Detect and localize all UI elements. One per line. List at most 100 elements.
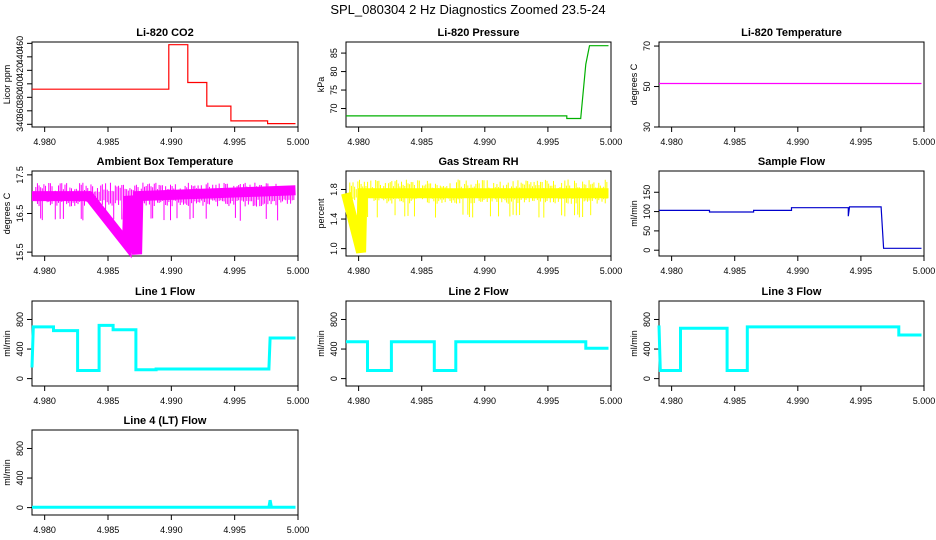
chart-3-xtick-label: 4.985	[723, 137, 746, 147]
chart-6-ytick-label: 0	[642, 248, 652, 253]
chart-7: Line 1 Flow ml/min 4.980 4.985 4.990 4.995 5.0…	[2, 286, 309, 406]
chart-1-xtick-label: 4.980	[33, 137, 56, 147]
chart-4-frame	[31, 170, 299, 257]
chart-9-xtick-label: 4.980	[660, 396, 683, 406]
chart-4-xtick-label: 4.990	[160, 266, 183, 276]
chart-8-ytick-label: 800	[329, 312, 339, 327]
chart-1-series-line	[32, 44, 296, 125]
chart-5-title: Gas Stream RH	[438, 156, 518, 168]
chart-4-xtick-label: 5.000	[287, 266, 310, 276]
figure-title: SPL_080304 2 Hz Diagnostics Zoomed 23.5-…	[330, 2, 606, 17]
chart-7-ytick-label: 400	[15, 342, 25, 357]
chart-6-title: Sample Flow	[758, 156, 826, 168]
chart-1-ytick-label: 440	[15, 49, 25, 64]
chart-9-xtick-label: 4.995	[850, 396, 873, 406]
chart-5-ytick-label: 1.0	[329, 242, 339, 255]
chart-10-xtick-label: 5.000	[287, 525, 310, 535]
chart-4-ytick-label: 15.5	[15, 243, 25, 261]
chart-4-xtick-label: 4.985	[97, 266, 120, 276]
chart-10-ytick-label: 400	[15, 471, 25, 486]
chart-10-frame	[31, 429, 299, 516]
chart-5-series-line	[341, 188, 609, 254]
chart-2-xtick-label: 4.990	[474, 137, 497, 147]
chart-2-frame	[345, 41, 612, 128]
chart-9-ytick-label: 800	[642, 312, 652, 327]
chart-2: Li-820 Pressure kPa 4.980 4.985 4.990 4.995 5.…	[316, 27, 622, 147]
chart-2-ytick-label: 75	[329, 85, 339, 95]
chart-4-ytick-label: 17.5	[15, 166, 25, 184]
chart-7-ylabel: ml/min	[2, 330, 12, 357]
chart-8-ytick-label: 400	[329, 342, 339, 357]
chart-10: Line 4 (LT) Flow ml/min 4.980 4.985 4.990 4.9…	[2, 415, 309, 535]
chart-8: Line 2 Flow ml/min 4.980 4.985 4.990 4.995 5.0…	[316, 286, 622, 406]
chart-1-ytick-label: 460	[15, 36, 25, 51]
chart-2-title: Li-820 Pressure	[438, 27, 520, 39]
chart-2-ytick-label: 80	[329, 67, 339, 77]
chart-1-xtick-label: 4.985	[97, 137, 120, 147]
chart-3-ytick-label: 70	[642, 41, 652, 51]
chart-7-ytick-label: 0	[15, 376, 25, 381]
chart-10-xtick-label: 4.990	[160, 525, 183, 535]
chart-2-xtick-label: 4.985	[410, 137, 433, 147]
chart-5-xtick-label: 4.985	[410, 266, 433, 276]
chart-1-ylabel: Licor ppm	[2, 65, 12, 105]
chart-3: Li-820 Temperature degrees C 4.980 4.985 4.9…	[629, 27, 935, 147]
chart-9-xtick-label: 4.990	[787, 396, 810, 406]
chart-1-ytick-label: 420	[15, 63, 25, 78]
chart-2-series-line	[346, 45, 609, 120]
chart-8-xtick-label: 4.980	[347, 396, 370, 406]
chart-8-xtick-label: 5.000	[600, 396, 623, 406]
chart-4-xtick-label: 4.995	[223, 266, 246, 276]
chart-1-title: Li-820 CO2	[136, 27, 193, 39]
chart-10-ytick-label: 800	[15, 441, 25, 456]
chart-7-xtick-label: 4.990	[160, 396, 183, 406]
chart-5-frame	[345, 170, 612, 257]
chart-6-ylabel: ml/min	[629, 200, 639, 227]
chart-8-xtick-label: 4.995	[537, 396, 560, 406]
chart-8-series-line	[346, 340, 609, 372]
chart-5-ytick-label: 1.4	[329, 213, 339, 226]
chart-6-xtick-label: 4.985	[723, 266, 746, 276]
chart-3-ylabel: degrees C	[629, 63, 639, 105]
chart-7-series-line	[30, 323, 296, 372]
chart-1-xtick-label: 5.000	[287, 137, 310, 147]
chart-4: Ambient Box Temperature degrees C 4.980 4.9…	[2, 156, 309, 276]
chart-3-frame	[658, 41, 925, 128]
chart-3-xtick-label: 4.980	[660, 137, 683, 147]
chart-4-ylabel: degrees C	[2, 192, 12, 234]
chart-9-title: Line 3 Flow	[762, 286, 822, 298]
chart-3-xtick-label: 5.000	[913, 137, 936, 147]
chart-3-ytick-label: 30	[642, 122, 652, 132]
chart-4-xtick-label: 4.980	[33, 266, 56, 276]
chart-8-ylabel: ml/min	[316, 330, 326, 357]
chart-6-ytick-label: 50	[642, 226, 652, 236]
chart-10-xtick-label: 4.985	[97, 525, 120, 535]
chart-1: Li-820 CO2 Licor ppm 4.980 4.985 4.990 4.995 5…	[2, 27, 309, 147]
chart-7-frame	[31, 300, 299, 387]
chart-2-xtick-label: 5.000	[600, 137, 623, 147]
chart-6-xtick-label: 4.995	[850, 266, 873, 276]
chart-7-title: Line 1 Flow	[135, 286, 195, 298]
chart-6-frame	[658, 170, 925, 257]
chart-7-xtick-label: 4.980	[33, 396, 56, 406]
chart-6-xtick-label: 4.980	[660, 266, 683, 276]
chart-8-xtick-label: 4.990	[474, 396, 497, 406]
chart-6-ytick-label: 150	[642, 185, 652, 200]
chart-2-ylabel: kPa	[316, 77, 326, 93]
chart-8-ytick-label: 0	[329, 376, 339, 381]
chart-1-frame	[31, 41, 299, 128]
chart-1-xtick-label: 4.995	[223, 137, 246, 147]
chart-9-frame	[658, 300, 925, 387]
chart-8-title: Line 2 Flow	[449, 286, 509, 298]
chart-1-ytick-label: 400	[15, 76, 25, 91]
chart-2-xtick-label: 4.980	[347, 137, 370, 147]
chart-5-xtick-label: 4.995	[537, 266, 560, 276]
chart-9-ylabel: ml/min	[629, 330, 639, 357]
chart-5-xtick-label: 4.980	[347, 266, 370, 276]
chart-9: Line 3 Flow ml/min 4.980 4.985 4.990 4.995 5.0…	[629, 286, 935, 406]
chart-2-ytick-label: 85	[329, 48, 339, 58]
chart-3-xtick-label: 4.995	[850, 137, 873, 147]
chart-9-ytick-label: 400	[642, 342, 652, 357]
chart-2-xtick-label: 4.995	[537, 137, 560, 147]
